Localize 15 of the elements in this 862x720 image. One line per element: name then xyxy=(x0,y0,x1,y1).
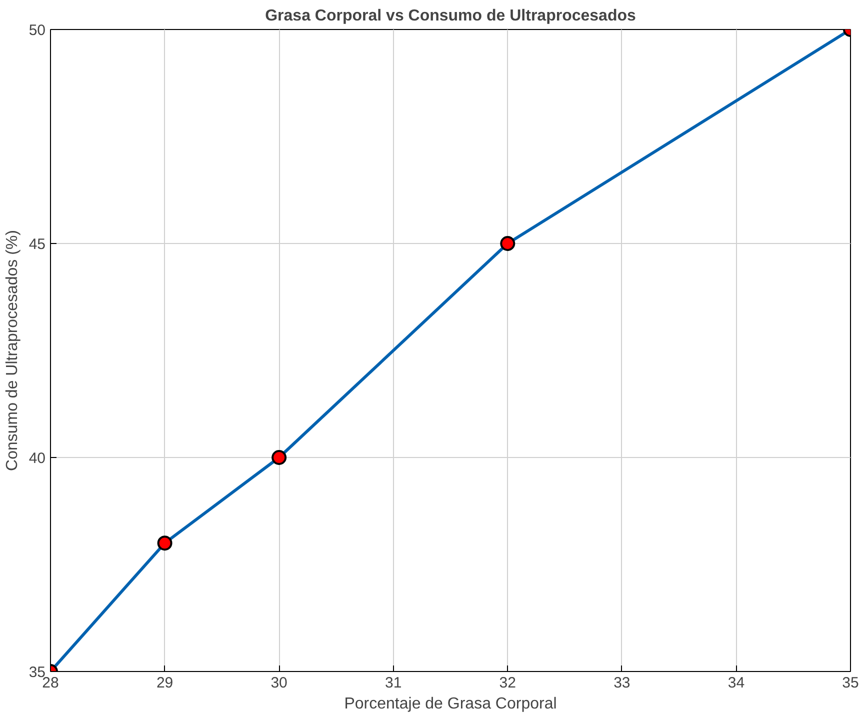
x-tick-label: 35 xyxy=(842,674,859,692)
x-tick-label: 32 xyxy=(499,674,516,692)
y-axis-title: Consumo de Ultraprocesados (%) xyxy=(4,230,21,471)
y-tick-label: 45 xyxy=(28,236,46,253)
chart-title: Grasa Corporal vs Consumo de Ultraprocesados xyxy=(265,8,636,24)
y-tick-label: 40 xyxy=(28,450,46,467)
x-tick-label: 34 xyxy=(728,674,745,692)
y-tick-label: 50 xyxy=(28,22,46,39)
point xyxy=(157,536,172,551)
point xyxy=(272,450,287,465)
x-axis-title: Porcentaje de Grasa Corporal xyxy=(344,696,557,712)
x-tick-label: 30 xyxy=(270,674,288,692)
x-tick-label: 33 xyxy=(614,674,630,692)
x-tick-label: 31 xyxy=(385,674,402,692)
x-tick-label: 29 xyxy=(156,674,174,692)
